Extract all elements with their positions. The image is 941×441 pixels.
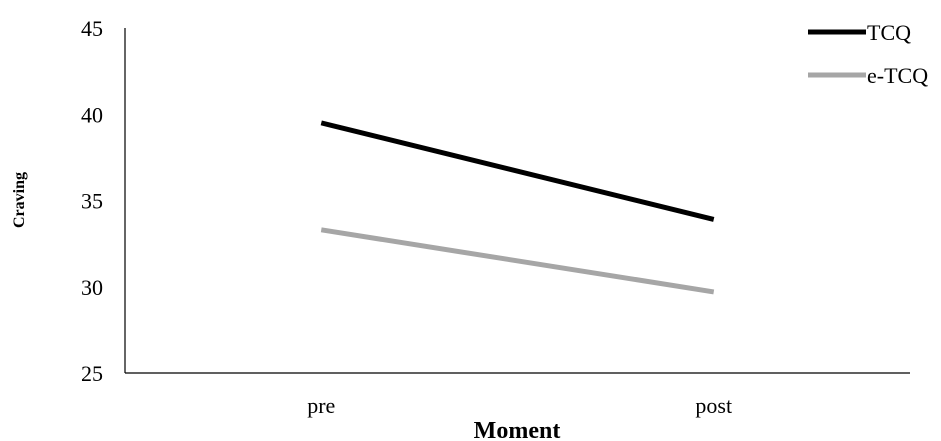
legend-label: e-TCQ [867, 63, 928, 88]
x-tick-label: pre [307, 393, 335, 418]
x-tick-labels: pre post [307, 393, 732, 418]
y-tick-labels: 25 30 35 40 45 [81, 16, 103, 386]
x-axis-title: Moment [474, 418, 561, 441]
y-tick-label: 45 [81, 16, 103, 41]
y-tick-label: 30 [81, 275, 103, 300]
y-tick-label: 35 [81, 189, 103, 214]
series-line-e-tcq [320, 227, 715, 295]
y-tick-label: 25 [81, 361, 103, 386]
series-lines [320, 120, 715, 295]
legend-label: TCQ [867, 20, 911, 45]
x-tick-label: post [695, 393, 732, 418]
y-tick-label: 40 [81, 102, 103, 127]
legend: TCQ e-TCQ [808, 20, 928, 88]
y-axis-title: Craving [11, 172, 28, 228]
series-line-tcq [320, 120, 715, 222]
